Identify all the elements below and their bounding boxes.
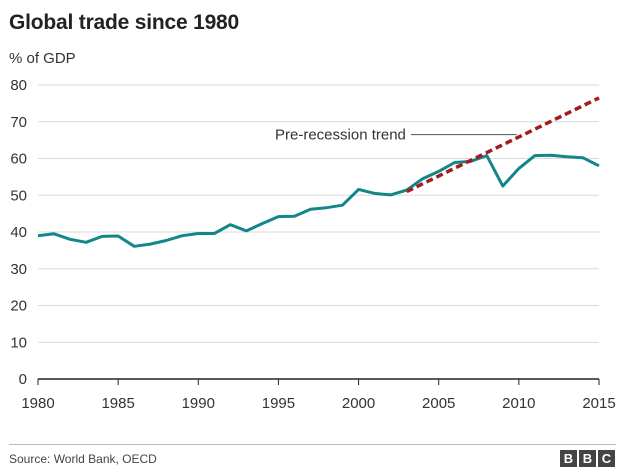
x-tick-label: 2010 [502, 395, 535, 412]
y-tick-label: 10 [10, 334, 27, 351]
y-tick-label: 30 [10, 261, 27, 278]
y-tick-label: 80 [10, 77, 27, 94]
y-axis-ticks: 0 10 20 30 40 50 60 70 80 [10, 77, 27, 388]
y-tick-label: 60 [10, 151, 27, 168]
chart-title: Global trade since 1980 [9, 11, 240, 34]
annotations: Pre-recession trend [275, 127, 517, 144]
gridlines [38, 84, 599, 343]
x-tick-label: 1990 [182, 395, 215, 412]
y-tick-label: 70 [10, 114, 27, 131]
y-tick-label: 0 [19, 371, 27, 388]
x-tick-label: 2000 [342, 395, 375, 412]
x-tick-label: 1995 [262, 395, 295, 412]
logo-letter: C [598, 450, 615, 467]
x-tick-label: 2015 [582, 395, 615, 412]
x-tick-label: 1985 [101, 395, 134, 412]
x-tick-label: 1980 [21, 395, 54, 412]
x-tick-label: 2005 [422, 395, 455, 412]
y-tick-label: 20 [10, 298, 27, 315]
line-chart: 0 10 20 30 40 50 60 70 80 1980 1985 1990 1995 2000 20… [10, 77, 616, 412]
trade-series-line [37, 153, 600, 248]
footer-divider [9, 444, 616, 445]
annotation-label: Pre-recession trend [275, 127, 406, 144]
y-axis-unit-label: % of GDP [9, 50, 76, 67]
plot-area [37, 96, 600, 248]
bbc-logo: B B C [560, 450, 615, 467]
source-note: Source: World Bank, OECD [9, 452, 157, 466]
logo-letter: B [579, 450, 596, 467]
y-tick-label: 50 [10, 187, 27, 204]
logo-letter: B [560, 450, 577, 467]
trend-series-line [405, 96, 600, 194]
x-axis-ticks: 1980 1985 1990 1995 2000 2005 2010 2015 [21, 378, 616, 412]
y-tick-label: 40 [10, 224, 27, 241]
